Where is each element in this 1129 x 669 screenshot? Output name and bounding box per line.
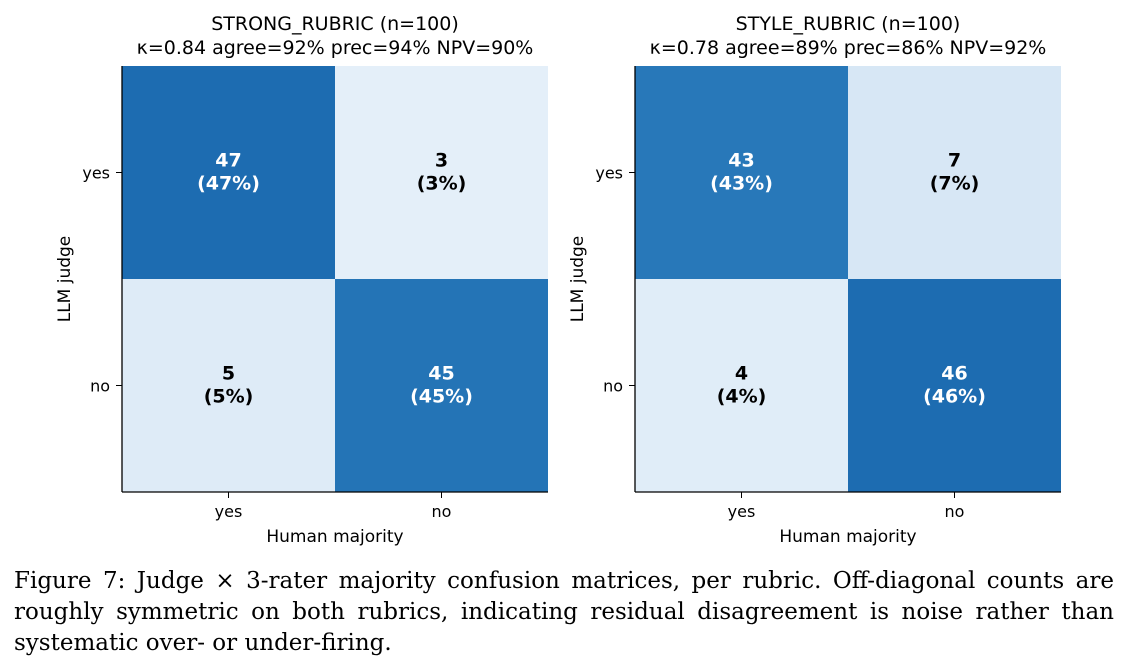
panel-1-xtick-label-0: yes — [215, 502, 243, 521]
panel-1-cell-label-0-0-line-0: 47 — [215, 150, 241, 172]
panel-2-xlabel: Human majority — [779, 527, 916, 547]
panel-1-cell-label-0-1-line-0: 3 — [435, 150, 448, 172]
panel-2-cell-0-1 — [848, 66, 1061, 279]
panel-2-cell-label-0-1-line-1: (7%) — [930, 173, 980, 195]
panel-1-cell-0-1 — [335, 66, 548, 279]
panel-1-subtitle: κ=0.84 agree=92% prec=94% NPV=90% — [137, 37, 534, 59]
panel-1-ytick-label-0: yes — [82, 164, 110, 183]
panel-1-cell-0-0 — [122, 66, 335, 279]
panel-2-cell-label-1-0-line-0: 4 — [735, 363, 748, 385]
panel-1-cell-label-1-0-line-0: 5 — [222, 363, 235, 385]
panel-2-cell-1-1 — [848, 279, 1061, 492]
panel-1-ytick-label-1: no — [90, 377, 110, 396]
figure-panels: STRONG_RUBRIC (n=100)κ=0.84 agree=92% pr… — [55, 13, 1061, 547]
panel-1-xtick-label-1: no — [432, 502, 452, 521]
panel-2-cell-label-1-0-line-1: (4%) — [717, 386, 767, 408]
panel-2-cell-label-0-0-line-0: 43 — [728, 150, 754, 172]
panel-2-cell-label-0-1-line-0: 7 — [948, 150, 961, 172]
caption-text: Figure 7: Judge × 3-rater majority confu… — [14, 568, 1114, 656]
panel-2-ytick-label-1: no — [603, 377, 623, 396]
panel-2-title: STYLE_RUBRIC (n=100) — [736, 13, 961, 35]
panel-1-cell-1-1 — [335, 279, 548, 492]
panel-1-ylabel: LLM judge — [55, 236, 75, 323]
panel-1-cell-label-0-0-line-1: (47%) — [197, 173, 260, 195]
panel-1-cell-label-1-1-line-0: 45 — [428, 363, 454, 385]
panel-2-xtick-label-1: no — [945, 502, 965, 521]
panel-1-title: STRONG_RUBRIC (n=100) — [211, 13, 459, 35]
panel-2-ytick-label-0: yes — [595, 164, 623, 183]
panel-2-cell-label-1-1-line-1: (46%) — [923, 386, 986, 408]
panel-1-cell-label-1-1-line-1: (45%) — [410, 386, 473, 408]
panel-2-cell-label-0-0-line-1: (43%) — [710, 173, 773, 195]
panel-1-xlabel: Human majority — [266, 527, 403, 547]
panel-1-cell-label-0-1-line-1: (3%) — [417, 173, 467, 195]
panel-2-ylabel: LLM judge — [568, 236, 588, 323]
panel-2-subtitle: κ=0.78 agree=89% prec=86% NPV=92% — [650, 37, 1047, 59]
figure-caption: Figure 7: Judge × 3-rater majority confu… — [14, 566, 1114, 659]
panel-1-cell-label-1-0-line-1: (5%) — [204, 386, 254, 408]
panel-2-xtick-label-0: yes — [728, 502, 756, 521]
panel-2-cell-label-1-1-line-0: 46 — [941, 363, 967, 385]
panel-2-cell-0-0 — [635, 66, 848, 279]
panel-1-cell-1-0 — [122, 279, 335, 492]
panel-2-cell-1-0 — [635, 279, 848, 492]
